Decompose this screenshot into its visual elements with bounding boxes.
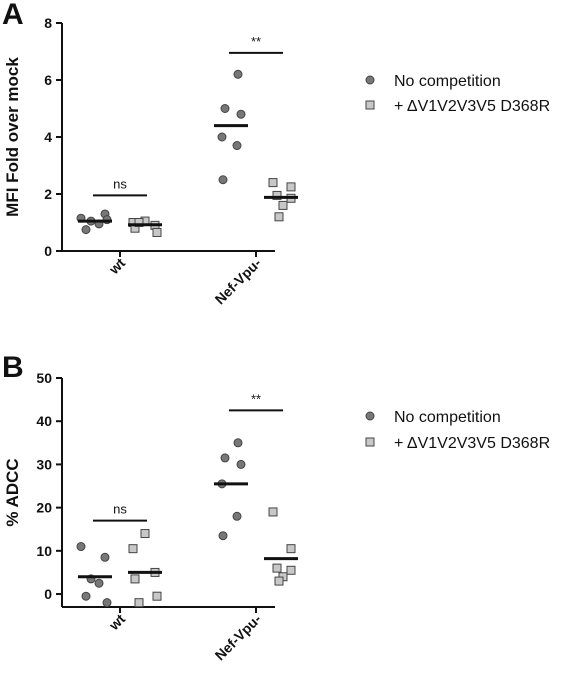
- panel-letter: B: [2, 351, 24, 384]
- data-point-square: [278, 200, 288, 210]
- y-axis-label: % ADCC: [3, 458, 22, 526]
- y-tick-label: 10: [36, 543, 52, 559]
- data-point-circle: [232, 141, 242, 151]
- data-point-circle: [102, 598, 112, 608]
- y-tick-label: 0: [44, 243, 52, 259]
- data-point-square: [140, 529, 150, 539]
- data-point-square: [128, 544, 138, 554]
- panel-letter: A: [2, 0, 24, 31]
- y-tick-label: 50: [36, 370, 52, 386]
- data-point-circle: [236, 459, 246, 469]
- data-point-circle: [100, 552, 110, 562]
- data-point-square: [272, 190, 282, 200]
- y-tick-label: 2: [44, 186, 52, 202]
- data-point-square: [268, 507, 278, 517]
- data-point-circle: [218, 531, 228, 541]
- data-point-circle: [218, 175, 228, 185]
- chart-panel-a: A 0 2 4 6 8 MFI Fold over mock wt Nef-Vpu-ns ** No…: [2, 0, 550, 307]
- data-point-circle: [81, 225, 91, 235]
- y-tick-label: 40: [36, 413, 52, 429]
- y-tick-label: 6: [44, 72, 52, 88]
- legend-marker-circle: [365, 75, 375, 85]
- data-point-circle: [233, 438, 243, 448]
- legend-marker-circle: [365, 411, 375, 421]
- legend-label: + ΔV1V2V3V5 D368R: [394, 435, 550, 452]
- data-point-circle: [76, 542, 86, 552]
- data-point-circle: [81, 591, 91, 601]
- y-tick-label: 30: [36, 456, 52, 472]
- data-point-square: [272, 563, 282, 573]
- data-point-square: [134, 598, 144, 608]
- data-point-circle: [232, 511, 242, 521]
- data-point-circle: [233, 69, 243, 79]
- category-label: wt: [105, 611, 128, 634]
- significance-label: **: [251, 34, 261, 49]
- data-point-square: [134, 218, 144, 227]
- legend-label: No competition: [394, 73, 501, 90]
- legend-label: No competition: [394, 409, 501, 426]
- data-point-square: [286, 182, 296, 192]
- data-point-square: [152, 227, 162, 237]
- data-point-square: [130, 574, 140, 584]
- category-label: Nef-Vpu-: [212, 611, 265, 664]
- data-point-square: [268, 178, 278, 188]
- significance-label: ns: [113, 176, 127, 191]
- y-tick-label: 0: [44, 586, 52, 602]
- legend-marker-square: [365, 100, 375, 110]
- data-point-square: [274, 576, 284, 586]
- significance-label: ns: [113, 502, 127, 517]
- data-point-circle: [220, 104, 230, 113]
- data-point-circle: [236, 109, 246, 119]
- data-point-square: [152, 591, 162, 601]
- y-axis-label: MFI Fold over mock: [3, 57, 22, 217]
- data-point-circle: [94, 578, 104, 588]
- category-label: Nef-Vpu-: [212, 255, 265, 308]
- data-point-square: [286, 544, 296, 554]
- y-tick-label: 4: [44, 129, 52, 145]
- legend-marker-square: [365, 437, 375, 447]
- data-point-square: [274, 212, 284, 222]
- data-point-circle: [220, 453, 230, 463]
- data-point-square: [286, 565, 296, 575]
- category-label: wt: [105, 255, 128, 278]
- significance-label: **: [251, 391, 261, 406]
- data-point-circle: [217, 132, 227, 142]
- chart-panel-b: B 0 10 20 30 40 50 % ADCC wt Nef-Vpu-ns ** No compe…: [2, 351, 550, 663]
- y-tick-label: 20: [36, 500, 52, 516]
- legend-label: + ΔV1V2V3V5 D368R: [394, 98, 550, 115]
- y-tick-label: 8: [44, 15, 52, 31]
